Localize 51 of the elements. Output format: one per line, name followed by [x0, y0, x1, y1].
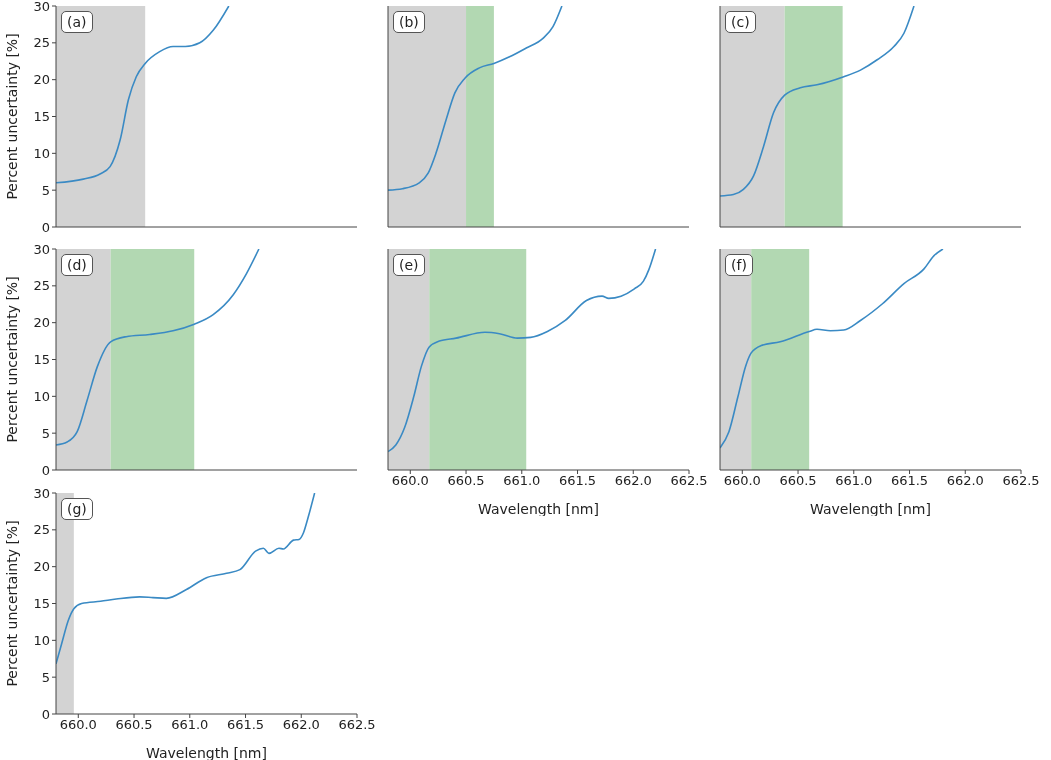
line-series	[56, 6, 230, 184]
x-tick-label: 660.0	[391, 473, 429, 489]
x-tick-label: 660.5	[115, 717, 153, 733]
y-axis-title: Percent uncertainty [%]	[3, 276, 20, 443]
annotation: (f)	[725, 254, 753, 276]
annotation: (e)	[393, 254, 425, 276]
annotation: (d)	[61, 254, 93, 276]
y-tick-label: 10	[33, 388, 50, 404]
y-tick-label: 5	[41, 425, 50, 441]
x-tick-label: 661.0	[171, 717, 209, 733]
y-tick-label: 15	[33, 596, 50, 612]
x-tick-label: 662.5	[338, 717, 376, 733]
y-tick-label: 10	[33, 145, 50, 161]
annotation: (c)	[725, 11, 756, 33]
y-tick-label: 20	[33, 315, 50, 331]
x-tick-label: 660.5	[779, 473, 817, 489]
x-tick-label: 662.0	[614, 473, 652, 489]
annotation: (g)	[61, 498, 93, 520]
y-tick-label: 25	[33, 35, 50, 51]
annotation: (b)	[393, 11, 425, 33]
x-tick-label: 662.5	[670, 473, 708, 489]
x-tick-label: 661.5	[558, 473, 597, 489]
y-axis-title: Percent uncertainty [%]	[3, 33, 20, 200]
x-tick-label: 661.0	[503, 473, 541, 489]
y-tick-label: 5	[41, 182, 50, 198]
x-tick-label: 660.0	[723, 473, 761, 489]
y-axis-title: Percent uncertainty [%]	[3, 520, 20, 687]
y-tick-label: 5	[41, 669, 50, 685]
x-tick-label: 660.0	[59, 717, 97, 733]
x-tick-label: 661.0	[835, 473, 873, 489]
x-axis-title: Wavelength [nm]	[478, 501, 599, 517]
y-tick-label: 25	[33, 278, 50, 294]
x-axis-title: Wavelength [nm]	[810, 501, 931, 517]
y-tick-label: 0	[41, 706, 50, 722]
y-tick-label: 10	[33, 632, 50, 648]
x-tick-label: 662.5	[1002, 473, 1040, 489]
x-axis-title: Wavelength [nm]	[146, 745, 267, 760]
y-tick-label: 0	[41, 462, 50, 478]
y-tick-label: 20	[33, 72, 50, 88]
x-tick-label: 661.5	[226, 717, 265, 733]
x-tick-label: 660.5	[447, 473, 485, 489]
y-tick-label: 25	[33, 522, 50, 538]
annotation: (a)	[61, 11, 93, 33]
x-tick-label: 662.0	[946, 473, 984, 489]
y-tick-label: 0	[41, 219, 50, 235]
y-tick-label: 15	[33, 109, 50, 125]
y-tick-label: 15	[33, 352, 50, 368]
x-tick-label: 661.5	[890, 473, 929, 489]
y-tick-label: 20	[33, 559, 50, 575]
line-series	[56, 249, 260, 446]
x-tick-label: 662.0	[282, 717, 320, 733]
